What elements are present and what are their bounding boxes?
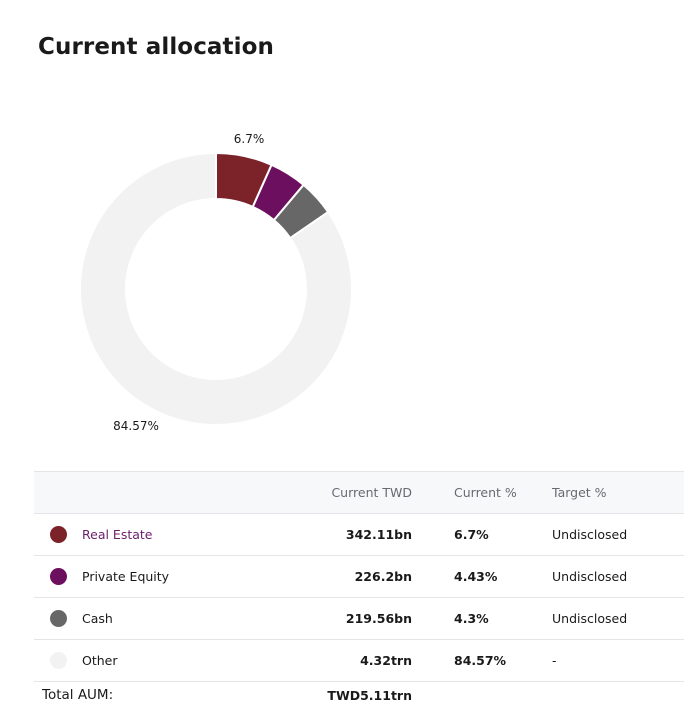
target-pct-value: Undisclosed [552,527,628,542]
allocation-donut-chart: 6.7% 84.57% [79,132,353,433]
current-twd-value: 226.2bn [354,569,412,584]
asset-class-name: Cash [82,611,113,626]
header-current-pct: Current % [454,485,517,500]
legend-dot-icon [49,652,67,669]
allocation-table: Current TWD Current % Target % Real Esta… [34,471,684,708]
total-aum-label: Total AUM: [42,687,114,703]
donut-slice-other[interactable] [79,151,353,426]
asset-class-name: Other [82,653,118,668]
table-header: Current TWD Current % Target % [34,471,684,514]
current-twd-value: 342.11bn [345,527,412,542]
legend-dot-icon [49,568,67,585]
total-aum-value: TWD5.11trn [327,687,412,703]
current-pct-value: 4.3% [454,611,489,626]
target-pct-value: - [552,653,557,668]
current-pct-value: 4.43% [454,569,498,584]
header-target-pct: Target % [552,485,607,500]
target-pct-value: Undisclosed [552,611,628,626]
current-twd-value: 219.56bn [345,611,412,626]
legend-dot-icon [49,526,67,543]
table-row: Real Estate 342.11bn 6.7% Undisclosed [34,514,684,556]
current-twd-value: 4.32trn [360,653,412,668]
page-title: Current allocation [38,34,275,60]
total-aum-row: Total AUM: TWD5.11trn [34,682,684,708]
legend-dot-icon [49,610,67,627]
table-row: Cash 219.56bn 4.3% Undisclosed [34,598,684,640]
current-pct-value: 84.57% [454,653,507,668]
asset-class-link-real-estate[interactable]: Real Estate [82,527,153,542]
slice-percent-label: 84.57% [113,419,159,433]
header-current-twd: Current TWD [331,485,412,500]
asset-class-name: Private Equity [82,569,170,584]
table-row: Private Equity 226.2bn 4.43% Undisclosed [34,556,684,598]
current-pct-value: 6.7% [454,527,489,542]
table-row: Other 4.32trn 84.57% - [34,640,684,682]
slice-percent-label: 6.7% [234,132,265,146]
target-pct-value: Undisclosed [552,569,628,584]
